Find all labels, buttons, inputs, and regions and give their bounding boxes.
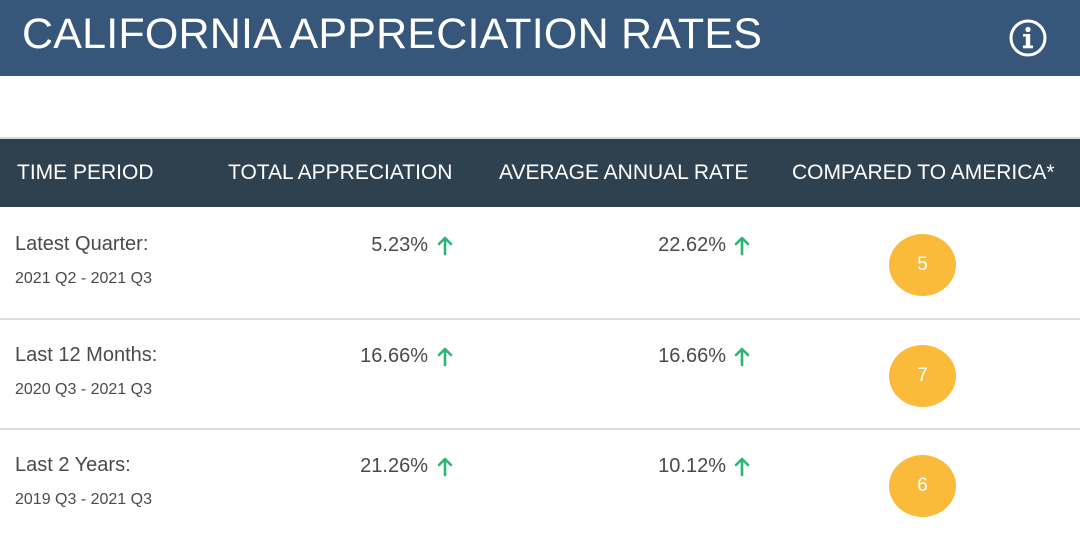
average-annual-rate-value: 10.12% [658,455,726,477]
period-label: Last 12 Months: [15,344,158,366]
arrow-up-icon [734,236,750,256]
period-label: Latest Quarter: [15,233,149,255]
column-header-time-period: TIME PERIOD [17,161,154,184]
total-appreciation-value: 21.26% [360,455,428,477]
column-header-average-annual-rate: AVERAGE ANNUAL RATE [499,161,749,184]
period-label: Last 2 Years: [15,454,131,476]
total-appreciation-value: 16.66% [360,345,428,367]
title-bar: CALIFORNIA APPRECIATION RATES [0,0,1080,76]
table-row: Last 2 Years: 2019 Q3 - 2021 Q3 21.26% 1… [0,430,1080,540]
table-header: TIME PERIOD TOTAL APPRECIATION AVERAGE A… [0,139,1080,207]
info-icon[interactable] [1008,18,1048,58]
total-appreciation-value: 5.23% [371,234,428,256]
table-row: Last 12 Months: 2020 Q3 - 2021 Q3 16.66%… [0,320,1080,430]
arrow-up-icon [437,457,453,477]
rank-badge: 5 [889,234,956,296]
column-header-compared-to-america: COMPARED TO AMERICA* [792,161,1055,184]
arrow-up-icon [437,347,453,367]
table-row: Latest Quarter: 2021 Q2 - 2021 Q3 5.23% … [0,209,1080,319]
page-title: CALIFORNIA APPRECIATION RATES [22,10,763,58]
average-annual-rate-value: 22.62% [658,234,726,256]
arrow-up-icon [734,347,750,367]
period-range: 2019 Q3 - 2021 Q3 [15,491,152,508]
rank-badge: 6 [889,455,956,517]
table-top-rule [0,137,1080,139]
row-divider [0,428,1080,430]
arrow-up-icon [437,236,453,256]
column-header-total-appreciation: TOTAL APPRECIATION [228,161,453,184]
period-range: 2020 Q3 - 2021 Q3 [15,381,152,398]
period-range: 2021 Q2 - 2021 Q3 [15,270,152,287]
average-annual-rate-value: 16.66% [658,345,726,367]
rank-badge: 7 [889,345,956,407]
row-divider [0,318,1080,320]
arrow-up-icon [734,457,750,477]
